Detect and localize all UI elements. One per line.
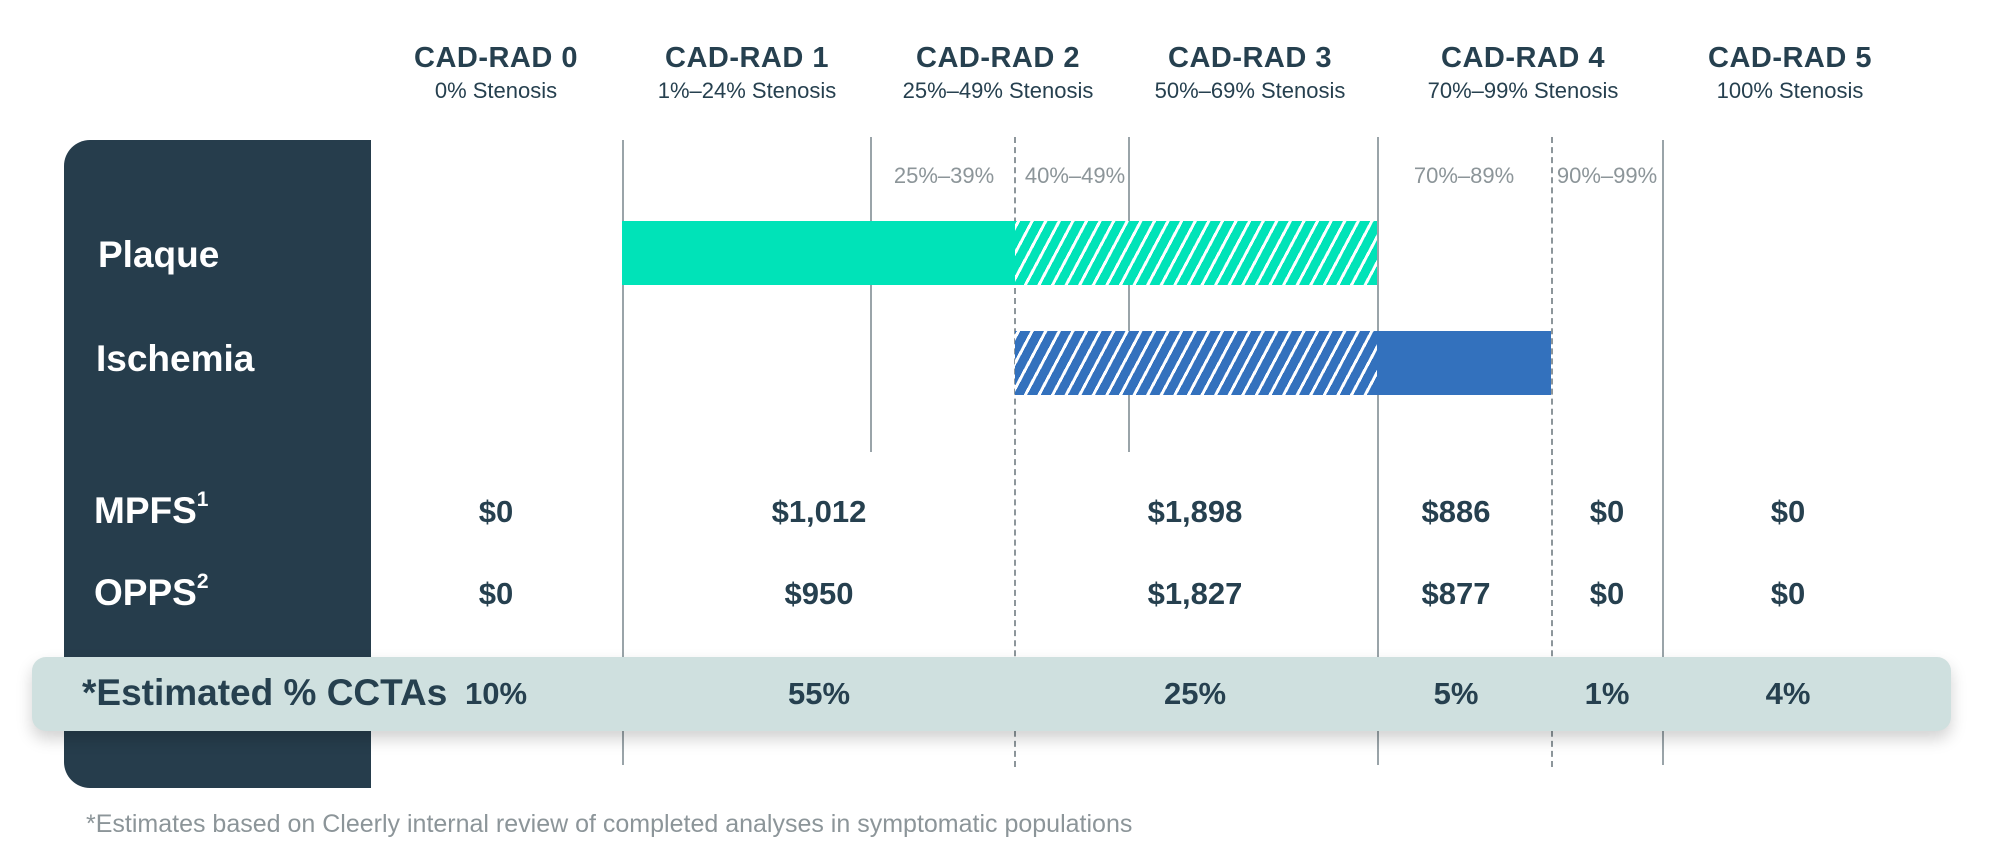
estimated-value: 4% (1765, 676, 1811, 711)
opps-value: $1,827 (1147, 576, 1243, 611)
column-subtitle: 25%–49% Stenosis (902, 78, 1094, 103)
footnote-ref-1: 1 (196, 487, 209, 511)
estimated-value: 55% (787, 676, 851, 711)
header-cad-rad-2: CAD-RAD 2 25%–49% Stenosis (848, 40, 1148, 106)
subrange-70-89: 70%–89% (1413, 163, 1515, 188)
header-cad-rad-0: CAD-RAD 0 0% Stenosis (346, 40, 646, 106)
plaque-bar-solid (622, 221, 1015, 285)
subrange-90-99: 90%–99% (1556, 163, 1658, 188)
estimated-value: 10% (464, 676, 528, 711)
footnote: *Estimates based on Cleerly internal rev… (86, 810, 1133, 838)
header-cad-rad-5: CAD-RAD 5 100% Stenosis (1640, 40, 1940, 106)
mpfs-value: $1,012 (771, 494, 867, 529)
row-label-opps-text: OPPS (94, 572, 197, 613)
dashed-divider (1551, 137, 1553, 767)
header-cad-rad-1: CAD-RAD 1 1%–24% Stenosis (597, 40, 897, 106)
estimated-value: 25% (1163, 676, 1227, 711)
row-label-ischemia: Ischemia (96, 338, 255, 379)
opps-value: $0 (1589, 576, 1625, 611)
opps-value: $877 (1421, 576, 1491, 611)
estimated-band (32, 657, 1951, 731)
column-title: CAD-RAD 0 (414, 42, 578, 74)
column-subtitle: 50%–69% Stenosis (1154, 78, 1346, 103)
column-subtitle: 1%–24% Stenosis (657, 78, 837, 103)
opps-value: $0 (1770, 576, 1806, 611)
mpfs-value: $0 (478, 494, 514, 529)
column-title: CAD-RAD 1 (665, 42, 829, 74)
footnote-ref-2: 2 (196, 569, 209, 593)
row-label-estimated: *Estimated % CCTAs (82, 672, 448, 713)
header-cad-rad-4: CAD-RAD 4 70%–99% Stenosis (1373, 40, 1673, 106)
mpfs-value: $1,898 (1147, 494, 1243, 529)
mpfs-value: $0 (1589, 494, 1625, 529)
column-divider (1662, 140, 1664, 765)
column-subtitle: 70%–99% Stenosis (1427, 78, 1619, 103)
mpfs-value: $886 (1421, 494, 1491, 529)
column-subtitle: 100% Stenosis (1716, 78, 1864, 103)
opps-value: $950 (784, 576, 854, 611)
row-label-opps: OPPS2 (94, 569, 209, 614)
estimated-value: 5% (1433, 676, 1479, 711)
subrange-25-39: 25%–39% (893, 163, 995, 188)
row-label-mpfs: MPFS1 (94, 487, 209, 532)
column-divider (1377, 137, 1379, 765)
column-subtitle: 0% Stenosis (434, 78, 558, 103)
column-title: CAD-RAD 3 (1168, 42, 1332, 74)
mpfs-value: $0 (1770, 494, 1806, 529)
ischemia-bar-solid (1377, 331, 1551, 395)
column-title: CAD-RAD 2 (916, 42, 1080, 74)
header-cad-rad-3: CAD-RAD 3 50%–69% Stenosis (1100, 40, 1400, 106)
ischemia-bar-hatched (1015, 331, 1377, 395)
opps-value: $0 (478, 576, 514, 611)
estimated-value: 1% (1584, 676, 1630, 711)
subcolumn-divider (870, 137, 872, 452)
plaque-bar-hatched (1015, 221, 1377, 285)
subrange-40-49: 40%–49% (1024, 163, 1126, 188)
column-divider (622, 140, 624, 765)
column-title: CAD-RAD 5 (1708, 42, 1872, 74)
column-title: CAD-RAD 4 (1441, 42, 1605, 74)
subcolumn-divider (1128, 137, 1130, 452)
row-label-mpfs-text: MPFS (94, 490, 197, 531)
dashed-divider (1014, 137, 1016, 767)
row-label-plaque: Plaque (98, 234, 220, 275)
